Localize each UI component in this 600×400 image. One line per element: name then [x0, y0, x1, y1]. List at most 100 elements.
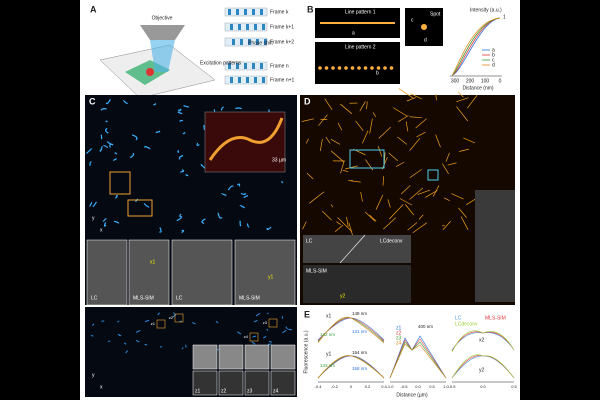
- filament: [227, 185, 234, 191]
- filament: [196, 142, 200, 147]
- roi: [109, 171, 131, 195]
- pattern: [262, 24, 265, 30]
- neurite: [447, 162, 457, 166]
- pattern: [236, 9, 239, 15]
- filament: [181, 347, 184, 350]
- filament: [179, 119, 184, 122]
- volume-render: [204, 111, 286, 173]
- filament: [266, 328, 269, 331]
- filament: [114, 152, 118, 155]
- neurite: [302, 221, 307, 230]
- arrow-label: y1: [268, 274, 274, 280]
- neurite: [364, 211, 376, 222]
- neurite: [369, 214, 377, 222]
- phase-shift: Phase shift: [248, 40, 273, 46]
- curve: [451, 17, 501, 76]
- legend-entry: z2: [396, 330, 402, 336]
- filament: [135, 339, 140, 343]
- neurite: [378, 126, 391, 139]
- neurite: [409, 138, 421, 151]
- pattern: [252, 9, 255, 15]
- filament: [285, 326, 288, 330]
- neurite: [399, 198, 413, 206]
- filament: [114, 220, 120, 224]
- frame-label: Frame k: [270, 9, 289, 15]
- neurite: [348, 180, 361, 183]
- filament: [173, 312, 175, 315]
- neurite: [325, 136, 331, 144]
- neurite: [355, 120, 364, 132]
- frame-label: Frame k+1: [270, 24, 294, 30]
- legend-entry: MLS-SIM: [485, 315, 506, 321]
- neurite: [409, 169, 422, 179]
- pattern: [232, 39, 235, 45]
- inset: [128, 239, 170, 306]
- profile: [317, 355, 385, 379]
- pattern-label: Line pattern 1: [345, 9, 376, 15]
- filament: [236, 183, 241, 187]
- neurite: [388, 152, 398, 161]
- filament: [237, 331, 242, 335]
- profile-label: x2: [479, 337, 485, 343]
- neurite: [442, 220, 451, 231]
- filament: [172, 314, 177, 318]
- neurite: [337, 217, 353, 233]
- dot: [350, 66, 355, 70]
- filament: [125, 350, 129, 354]
- beam: [150, 40, 175, 72]
- inset: [171, 239, 233, 306]
- inset: [234, 239, 296, 306]
- filament: [282, 330, 287, 334]
- neurite: [330, 138, 341, 145]
- inset-label: LC: [306, 238, 313, 244]
- neurite: [346, 216, 349, 227]
- nucleus: [146, 68, 154, 76]
- filament: [243, 194, 249, 199]
- neurite: [442, 163, 449, 175]
- neurite: [387, 199, 391, 208]
- spot: [421, 24, 427, 30]
- depth: 33 µm: [272, 157, 286, 163]
- pattern: [230, 24, 233, 30]
- roi: [249, 332, 259, 342]
- filament: [155, 130, 161, 134]
- neurite: [377, 145, 383, 157]
- x-tick: 1.0: [443, 384, 449, 389]
- filament: [192, 322, 196, 325]
- legend-entry: LCdeconv: [455, 321, 478, 327]
- x-tick: -1.0: [387, 384, 395, 389]
- neurite: [336, 221, 341, 225]
- filament: [90, 334, 94, 337]
- filament: [99, 146, 103, 152]
- tile-label: z1: [195, 388, 201, 394]
- line-pattern-2: [315, 42, 400, 84]
- divider: [339, 234, 366, 264]
- tile: [270, 344, 296, 370]
- neurite: [324, 98, 333, 110]
- filament: [239, 220, 242, 227]
- neurite: [398, 88, 414, 99]
- pattern: [248, 39, 251, 45]
- neurite: [457, 91, 464, 98]
- pattern: [236, 63, 239, 69]
- pattern: [244, 63, 247, 69]
- neurite: [467, 95, 478, 109]
- tile: [218, 344, 244, 370]
- tile: [244, 344, 270, 370]
- objective-label: Objective: [152, 15, 173, 21]
- filament: [176, 217, 182, 222]
- dot: [331, 66, 335, 70]
- inset-label: LCdeconv: [380, 238, 403, 244]
- neurite: [362, 130, 369, 144]
- tile-label: z2: [221, 388, 227, 394]
- profile: [389, 343, 447, 379]
- x-tick: 0.4: [381, 384, 387, 389]
- filament: [253, 320, 258, 323]
- panel-letter: C: [89, 96, 96, 106]
- gap: 400 nm: [418, 324, 433, 329]
- dot: [389, 66, 394, 70]
- filament: [92, 201, 98, 208]
- neurite: [306, 172, 314, 180]
- filament: [235, 107, 242, 110]
- neurite: [443, 197, 450, 202]
